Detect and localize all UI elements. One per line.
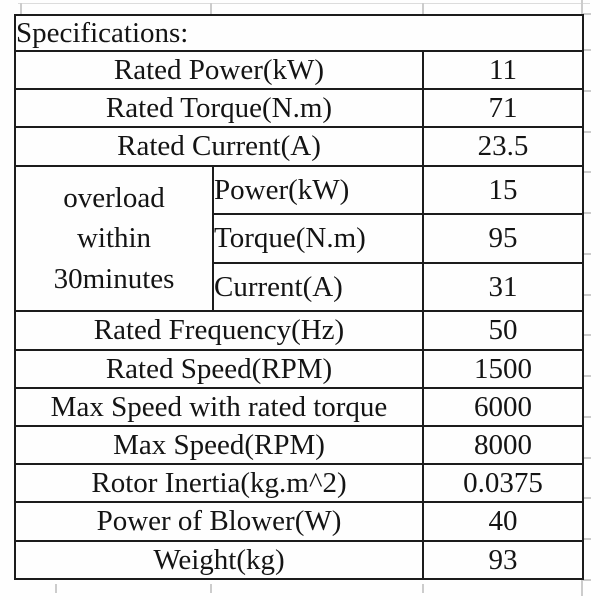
grid-remnant-line [210, 3, 212, 14]
grid-remnant-stub [583, 375, 591, 377]
grid-remnant-line [55, 584, 57, 593]
grid-remnant-stub [583, 334, 591, 336]
grid-remnant-stub [583, 294, 591, 296]
row-label-rated-current: Rated Current(A) [15, 127, 423, 165]
grid-remnant-line [422, 584, 424, 593]
overload-group-line: within [16, 218, 212, 259]
row-value-rated-speed: 1500 [423, 350, 583, 388]
table-row: Rotor Inertia(kg.m^2) 0.0375 [15, 464, 583, 502]
grid-remnant-stub [583, 13, 591, 15]
spec-sheet: Specifications: Rated Power(kW) 11 Rated… [0, 0, 600, 600]
overload-group-line: overload [16, 178, 212, 219]
specifications-table: Specifications: Rated Power(kW) 11 Rated… [14, 14, 584, 580]
table-row: Power of Blower(W) 40 [15, 502, 583, 540]
row-label-rated-power: Rated Power(kW) [15, 51, 423, 89]
grid-remnant-line [210, 584, 212, 593]
table-row: Rated Current(A) 23.5 [15, 127, 583, 165]
row-label-weight: Weight(kg) [15, 541, 423, 579]
row-label-rotor-inertia: Rotor Inertia(kg.m^2) [15, 464, 423, 502]
table-row: Rated Torque(N.m) 71 [15, 89, 583, 127]
grid-remnant-stub [583, 497, 591, 499]
row-label-overload-current: Current(A) [213, 263, 423, 312]
row-value-rated-current: 23.5 [423, 127, 583, 165]
grid-remnant-line [18, 3, 590, 4]
row-value-max-speed: 8000 [423, 426, 583, 464]
row-value-max-speed-rated-torque: 6000 [423, 388, 583, 426]
grid-remnant-stub [583, 416, 591, 418]
row-label-rated-speed: Rated Speed(RPM) [15, 350, 423, 388]
row-value-overload-current: 31 [423, 263, 583, 312]
grid-remnant-stub [583, 579, 591, 581]
row-value-rated-power: 11 [423, 51, 583, 89]
row-value-rated-frequency: 50 [423, 311, 583, 349]
row-value-overload-power: 15 [423, 166, 583, 215]
table-row: Rated Power(kW) 11 [15, 51, 583, 89]
row-label-overload-torque: Torque(N.m) [213, 214, 423, 263]
grid-remnant-stub [583, 538, 591, 540]
row-label-max-speed: Max Speed(RPM) [15, 426, 423, 464]
grid-remnant-line [581, 580, 583, 596]
table-row: Weight(kg) 93 [15, 541, 583, 579]
row-label-max-speed-rated-torque: Max Speed with rated torque [15, 388, 423, 426]
table-row: Max Speed with rated torque 6000 [15, 388, 583, 426]
grid-remnant-line [422, 3, 424, 14]
table-header-row: Specifications: [15, 15, 583, 51]
table-row: Rated Speed(RPM) 1500 [15, 350, 583, 388]
row-label-rated-frequency: Rated Frequency(Hz) [15, 311, 423, 349]
grid-remnant-stub [583, 90, 591, 92]
table-title: Specifications: [15, 15, 583, 51]
row-label-rated-torque: Rated Torque(N.m) [15, 89, 423, 127]
grid-remnant-line [20, 3, 22, 14]
grid-remnant-line [581, 0, 583, 14]
row-value-rotor-inertia: 0.0375 [423, 464, 583, 502]
grid-remnant-stub [583, 49, 591, 51]
row-value-overload-torque: 95 [423, 214, 583, 263]
row-value-weight: 93 [423, 541, 583, 579]
table-row: Max Speed(RPM) 8000 [15, 426, 583, 464]
row-value-power-of-blower: 40 [423, 502, 583, 540]
grid-remnant-stub [583, 212, 591, 214]
overload-group-line: 30minutes [16, 259, 212, 300]
row-label-overload-power: Power(kW) [213, 166, 423, 215]
grid-remnant-stub [583, 171, 591, 173]
grid-remnant-stub [583, 457, 591, 459]
table-row: Rated Frequency(Hz) 50 [15, 311, 583, 349]
overload-group-cell: overload within 30minutes [15, 166, 213, 312]
grid-remnant-stub [583, 131, 591, 133]
grid-remnant-stub [583, 253, 591, 255]
row-value-rated-torque: 71 [423, 89, 583, 127]
table-row: overload within 30minutes Power(kW) 15 [15, 166, 583, 215]
row-label-power-of-blower: Power of Blower(W) [15, 502, 423, 540]
